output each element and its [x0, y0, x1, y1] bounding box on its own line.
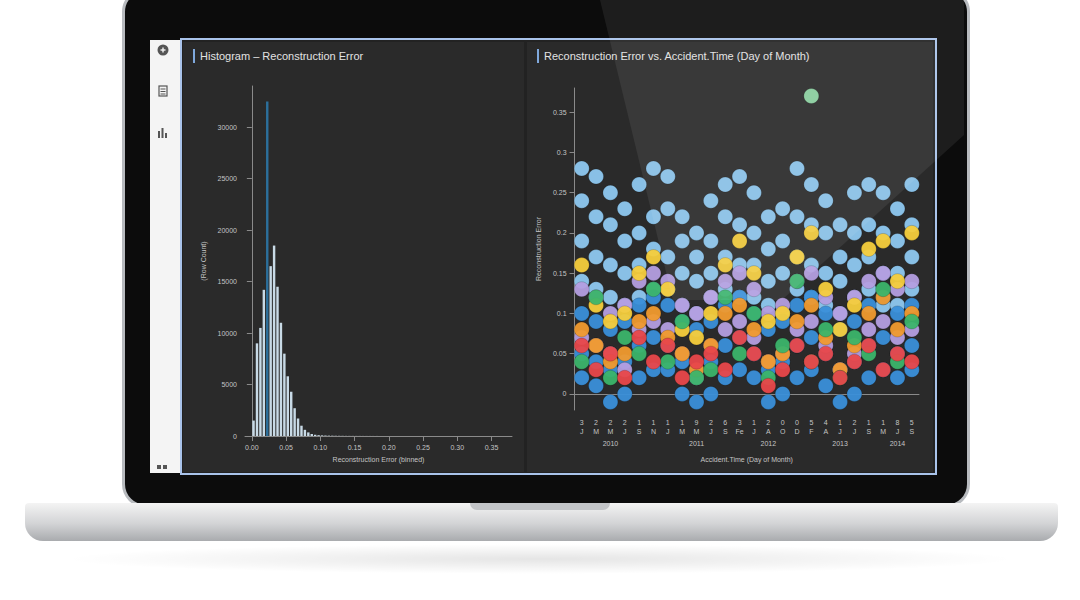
svg-text:6: 6: [723, 419, 727, 426]
svg-text:3: 3: [580, 419, 584, 426]
svg-text:J: J: [838, 428, 842, 435]
svg-text:1: 1: [666, 419, 670, 426]
svg-text:0.15: 0.15: [553, 270, 567, 277]
svg-text:0.25: 0.25: [416, 444, 430, 451]
svg-text:F: F: [809, 428, 813, 435]
svg-text:M: M: [694, 428, 700, 435]
svg-text:S: S: [723, 428, 728, 435]
svg-text:0.05: 0.05: [553, 350, 567, 357]
svg-text:5: 5: [809, 419, 813, 426]
svg-text:20000: 20000: [218, 227, 238, 234]
svg-text:J: J: [623, 428, 627, 435]
svg-text:1: 1: [752, 419, 756, 426]
svg-text:15000: 15000: [218, 278, 238, 285]
svg-text:1: 1: [881, 419, 885, 426]
svg-text:3: 3: [738, 419, 742, 426]
svg-text:Accident.Time (Day of Month): Accident.Time (Day of Month): [701, 456, 793, 464]
svg-text:0.35: 0.35: [553, 109, 567, 116]
svg-text:S: S: [637, 428, 642, 435]
svg-text:2: 2: [623, 419, 627, 426]
svg-text:D: D: [794, 428, 799, 435]
html-text:Reconstruction Error vs. Accid: Reconstruction Error vs. Accident.Time (…: [544, 50, 810, 62]
svg-text:J: J: [896, 428, 900, 435]
svg-text:4: 4: [824, 419, 828, 426]
svg-text:1: 1: [838, 419, 842, 426]
svg-text:Reconstruction Error: Reconstruction Error: [535, 216, 542, 281]
svg-text:Fe: Fe: [735, 428, 743, 435]
svg-text:0.15: 0.15: [348, 444, 362, 451]
svg-text:2: 2: [766, 419, 770, 426]
svg-text:A: A: [766, 428, 771, 435]
svg-text:0.25: 0.25: [553, 189, 567, 196]
svg-text:8: 8: [896, 419, 900, 426]
svg-text:5000: 5000: [221, 381, 237, 388]
svg-text:0.1: 0.1: [557, 310, 567, 317]
svg-text:0.05: 0.05: [279, 444, 293, 451]
svg-text:1: 1: [637, 419, 641, 426]
svg-text:S: S: [909, 428, 914, 435]
svg-text:O: O: [780, 428, 786, 435]
svg-text:J: J: [666, 428, 670, 435]
svg-text:J: J: [580, 428, 584, 435]
svg-text:(Row Count): (Row Count): [200, 241, 208, 280]
svg-text:1: 1: [867, 419, 871, 426]
svg-text:S: S: [866, 428, 871, 435]
svg-text:Reconstruction Error (binned): Reconstruction Error (binned): [333, 456, 425, 464]
svg-text:0.10: 0.10: [313, 444, 327, 451]
svg-text:A: A: [823, 428, 828, 435]
svg-text:J: J: [709, 428, 713, 435]
svg-text:0.3: 0.3: [557, 149, 567, 156]
svg-text:0.35: 0.35: [485, 444, 499, 451]
svg-text:2013: 2013: [832, 440, 848, 447]
html-text:Histogram – Reconstruction Err: Histogram – Reconstruction Error: [200, 50, 364, 62]
svg-text:J: J: [853, 428, 857, 435]
svg-text:J: J: [752, 428, 756, 435]
svg-text:1: 1: [652, 419, 656, 426]
svg-text:N: N: [651, 428, 656, 435]
svg-text:30000: 30000: [218, 124, 238, 131]
svg-text:1: 1: [680, 419, 684, 426]
svg-text:2: 2: [709, 419, 713, 426]
svg-text:M: M: [679, 428, 685, 435]
svg-text:2: 2: [852, 419, 856, 426]
svg-text:9: 9: [695, 419, 699, 426]
svg-text:0.2: 0.2: [557, 229, 567, 236]
svg-text:2010: 2010: [603, 440, 619, 447]
svg-text:10000: 10000: [218, 330, 238, 337]
svg-text:0: 0: [795, 419, 799, 426]
svg-text:25000: 25000: [218, 175, 238, 182]
svg-text:M: M: [607, 428, 613, 435]
svg-text:0.30: 0.30: [450, 444, 464, 451]
svg-text:2: 2: [594, 419, 598, 426]
svg-text:2: 2: [608, 419, 612, 426]
svg-text:0: 0: [781, 419, 785, 426]
svg-text:2011: 2011: [689, 440, 704, 447]
svg-text:M: M: [880, 428, 886, 435]
svg-text:2012: 2012: [761, 440, 777, 447]
svg-text:0: 0: [563, 390, 567, 397]
svg-text:0: 0: [233, 433, 237, 440]
svg-text:M: M: [593, 428, 599, 435]
svg-text:0.00: 0.00: [245, 444, 259, 451]
svg-text:2014: 2014: [890, 440, 906, 447]
svg-text:0.20: 0.20: [382, 444, 396, 451]
svg-text:5: 5: [910, 419, 914, 426]
